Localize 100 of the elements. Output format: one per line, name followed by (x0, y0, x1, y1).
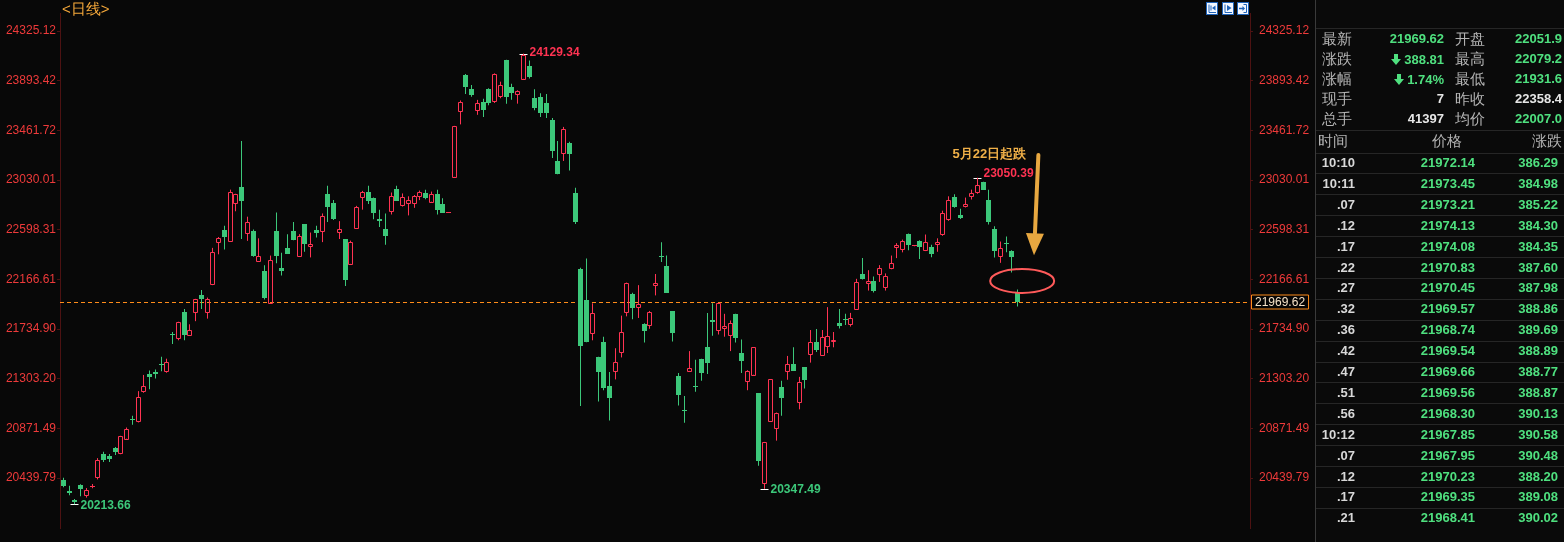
text: 21968.30 (1420, 404, 1475, 423)
candlestick (619, 315, 624, 358)
candlestick (687, 350, 692, 372)
candlestick (147, 370, 152, 390)
text: 时间 (1318, 132, 1348, 150)
text: 21970.23 (1420, 467, 1475, 486)
text: 昨收 (1455, 90, 1485, 108)
text: 387.98 (1518, 279, 1558, 298)
text: 开盘 (1455, 30, 1485, 48)
candlestick (210, 247, 215, 286)
candlestick (297, 233, 302, 257)
text: 388.86 (1518, 300, 1558, 319)
candlestick (808, 329, 813, 364)
candlestick (693, 359, 698, 392)
text: 21931.6 (1515, 70, 1562, 88)
text: 21969.57 (1420, 300, 1475, 319)
candlestick (923, 234, 928, 252)
candlestick (561, 126, 566, 162)
candlestick (682, 395, 687, 423)
y-tick-label: 23030.01 (1259, 172, 1310, 187)
candlestick (636, 284, 641, 319)
text: 390.13 (1518, 404, 1558, 423)
text: 22358.4 (1515, 90, 1562, 108)
candlestick (969, 189, 974, 201)
y-tick-label: 21734.90 (1259, 321, 1310, 336)
candlestick (268, 255, 273, 304)
text: 384.35 (1518, 237, 1558, 256)
candlestick (877, 264, 882, 283)
text: 21969.62 (1389, 30, 1444, 48)
candlestick (130, 415, 135, 425)
ref-line-label: 21969.62 (1255, 294, 1306, 309)
candlestick (797, 376, 802, 410)
candlestick (854, 278, 859, 311)
candlestick (710, 303, 715, 336)
text: 22079.2 (1515, 50, 1562, 68)
chart-title: <日线> (62, 0, 110, 18)
candlestick (245, 216, 250, 242)
candlestick (848, 312, 853, 328)
candlestick (187, 323, 192, 336)
candlestick (785, 355, 790, 381)
candlestick (360, 190, 365, 211)
candlestick (624, 282, 629, 317)
text: .17 (1336, 237, 1355, 256)
candlestick (389, 192, 394, 215)
y2-tick-label: 20871.49 (5, 420, 57, 435)
y2-tick-label: 23030.01 (5, 172, 57, 187)
text: 21972.14 (1420, 154, 1475, 172)
candlestick (762, 441, 767, 490)
text: 384.30 (1518, 216, 1558, 235)
candlestick (458, 99, 463, 125)
text: 22007.0 (1515, 110, 1562, 128)
y-tick-label: 22598.31 (1259, 222, 1310, 237)
annotation: 20213.66 (80, 497, 131, 512)
text: 最低 (1455, 70, 1485, 88)
text: .42 (1336, 342, 1355, 361)
candlestick (141, 374, 146, 394)
y-tick-label: 22166.61 (1259, 271, 1310, 286)
text: 384.98 (1518, 174, 1558, 193)
text: 387.60 (1518, 258, 1558, 277)
text: .17 (1336, 488, 1355, 507)
candlestick (239, 140, 244, 240)
candlestick (837, 309, 842, 329)
text: 最新 (1322, 30, 1352, 48)
text: .12 (1336, 467, 1355, 486)
text: .12 (1336, 216, 1355, 235)
candlestick (935, 237, 940, 253)
candlestick (383, 213, 388, 245)
candlestick (889, 255, 894, 270)
candlestick (170, 332, 175, 345)
text: 10:12 (1321, 425, 1355, 444)
text: 388.87 (1518, 383, 1558, 402)
text: 7 (1436, 90, 1444, 108)
candlestick (998, 241, 1003, 264)
candlestick (377, 209, 382, 227)
text: 21968.74 (1420, 321, 1475, 340)
text: 390.02 (1518, 509, 1558, 528)
text: .47 (1336, 363, 1355, 381)
text: .51 (1336, 383, 1355, 402)
text: 386.29 (1518, 154, 1558, 172)
y2-tick-label: 21734.90 (5, 321, 57, 336)
y-tick-label: 20439.79 (1259, 470, 1310, 485)
candlestick (95, 457, 100, 480)
text: 10:10 (1321, 154, 1355, 172)
text: 10:11 (1322, 174, 1355, 193)
text: 389.69 (1518, 321, 1558, 340)
candlestick (256, 237, 261, 263)
candlestick (193, 298, 198, 322)
candlestick (515, 89, 520, 105)
candlestick (285, 234, 290, 254)
annotation: 23050.39 (983, 166, 1034, 180)
candlestick (84, 487, 89, 499)
candlestick (843, 313, 848, 325)
y-tick-label: 21303.20 (1259, 371, 1310, 386)
text: 21974.13 (1420, 216, 1475, 235)
text: 涨跌 (1532, 132, 1562, 150)
text: 21967.85 (1420, 425, 1475, 444)
text: 22051.9 (1515, 30, 1562, 48)
y2-tick-label: 24325.12 (5, 23, 57, 38)
text: 1.74% (1407, 71, 1444, 87)
text: 21970.83 (1420, 258, 1475, 277)
